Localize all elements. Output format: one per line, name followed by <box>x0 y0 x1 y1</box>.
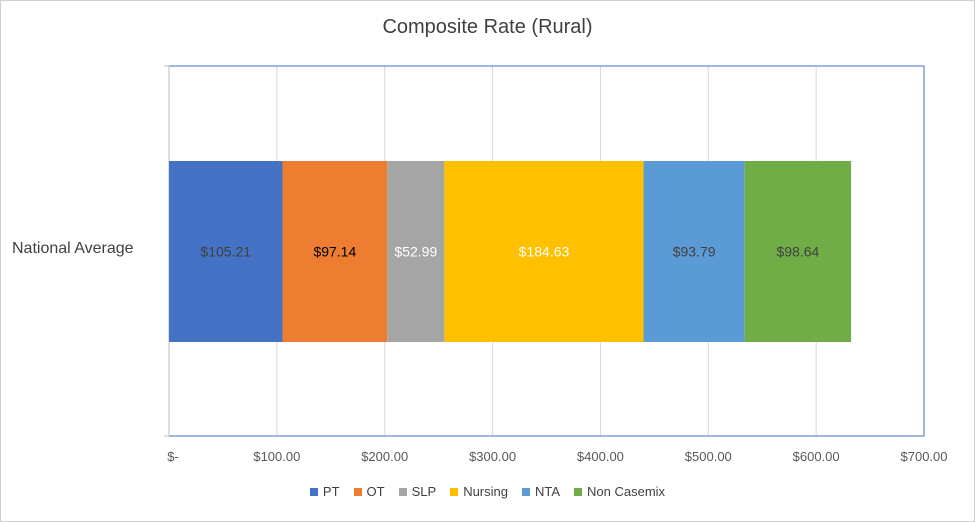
legend-label: Non Casemix <box>587 484 666 499</box>
legend-item: Nursing <box>450 484 508 499</box>
legend-item: PT <box>309 484 340 499</box>
category-label: National Average <box>12 240 134 257</box>
legend: PT OT SLP Nursing NTA Non Casemix <box>0 484 975 499</box>
bar-segment-non-casemix <box>744 161 852 342</box>
legend-label: PT <box>322 484 340 499</box>
bar-segment-pt <box>169 161 283 342</box>
data-label: $184.63 <box>519 244 570 260</box>
legend-item: OT <box>353 484 385 499</box>
legend-item: SLP <box>398 484 437 499</box>
legend-swatch <box>398 487 407 496</box>
legend-item: Non Casemix <box>574 484 665 499</box>
x-tick-label: $500.00 <box>685 449 732 464</box>
data-label: $98.64 <box>776 244 819 260</box>
legend-label: OT <box>366 484 385 499</box>
legend-swatch <box>450 487 459 496</box>
legend-swatch <box>521 487 530 496</box>
x-tick-label: $600.00 <box>793 449 840 464</box>
bar-segment-ot <box>282 161 388 342</box>
x-tick-label: $400.00 <box>577 449 624 464</box>
legend-item: NTA <box>521 484 561 499</box>
x-tick-label: $300.00 <box>469 449 516 464</box>
bar-segment-nursing <box>444 161 644 342</box>
x-tick-label: $200.00 <box>361 449 408 464</box>
x-tick-label: $100.00 <box>253 449 300 464</box>
data-label: $52.99 <box>394 244 437 260</box>
bar-segment-nta <box>643 161 745 342</box>
x-tick-label: $- <box>167 449 179 464</box>
legend-swatch <box>574 487 583 496</box>
chart-title: Composite Rate (Rural) <box>382 16 593 38</box>
legend-label: SLP <box>411 484 437 499</box>
legend-label: Nursing <box>463 484 508 499</box>
legend-label: NTA <box>534 484 561 499</box>
data-label: $105.21 <box>200 244 251 260</box>
data-label: $93.79 <box>673 244 716 260</box>
x-tick-label: $700.00 <box>901 449 948 464</box>
legend-swatch <box>353 487 362 496</box>
legend-swatch <box>309 487 318 496</box>
data-label: $97.14 <box>313 244 356 260</box>
bar-segment-slp <box>387 161 445 342</box>
